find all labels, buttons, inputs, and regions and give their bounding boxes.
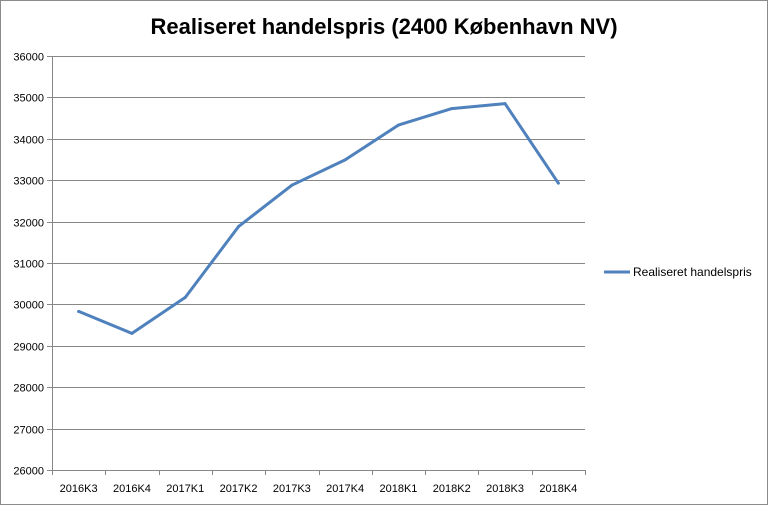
x-tick-label: 2017K1 — [166, 483, 204, 495]
y-tick-label: 32000 — [13, 218, 44, 230]
data-point — [503, 102, 507, 106]
data-point — [343, 158, 347, 162]
data-point — [77, 309, 81, 313]
x-axis: 2016K3 2016K4 2017K1 2017K2 2017K3 2017K4 2018… — [52, 470, 586, 495]
y-axis: 26000 27000 28000 29000 30000 31000 32000 33000… — [13, 52, 53, 478]
data-point — [290, 183, 294, 187]
y-tick-label: 27000 — [13, 425, 44, 437]
y-tick-label: 35000 — [13, 93, 44, 105]
x-tick-label: 2018K3 — [486, 483, 524, 495]
series-line — [77, 102, 560, 335]
y-tick-label: 29000 — [13, 342, 44, 354]
legend-label: Realiseret handelspris — [633, 265, 752, 279]
x-tick-label: 2017K3 — [273, 483, 311, 495]
gridlines — [52, 56, 585, 471]
data-point — [237, 225, 241, 229]
y-tick-label: 30000 — [13, 300, 44, 312]
x-tick-label: 2018K1 — [379, 483, 417, 495]
x-tick-label: 2018K2 — [433, 483, 471, 495]
x-tick-label: 2016K4 — [113, 483, 151, 495]
y-tick-label: 28000 — [13, 383, 44, 395]
data-point — [396, 123, 400, 127]
y-tick-label: 33000 — [13, 176, 44, 188]
data-point — [450, 107, 454, 111]
y-tick-label: 34000 — [13, 135, 44, 147]
x-tick-label: 2017K4 — [326, 483, 364, 495]
series-layer — [77, 102, 560, 335]
y-tick-label: 31000 — [13, 259, 44, 271]
y-tick-label: 36000 — [13, 52, 44, 64]
chart-title: Realiseret handelspris (2400 København N… — [150, 14, 618, 39]
y-tick-label: 26000 — [13, 466, 44, 478]
legend: Realiseret handelspris — [604, 265, 752, 279]
x-tick-label: 2018K4 — [539, 483, 577, 495]
x-tick-label: 2016K3 — [60, 483, 98, 495]
x-tick-label: 2017K2 — [220, 483, 258, 495]
data-point — [556, 181, 560, 185]
data-point — [183, 295, 187, 299]
data-point — [130, 331, 134, 335]
